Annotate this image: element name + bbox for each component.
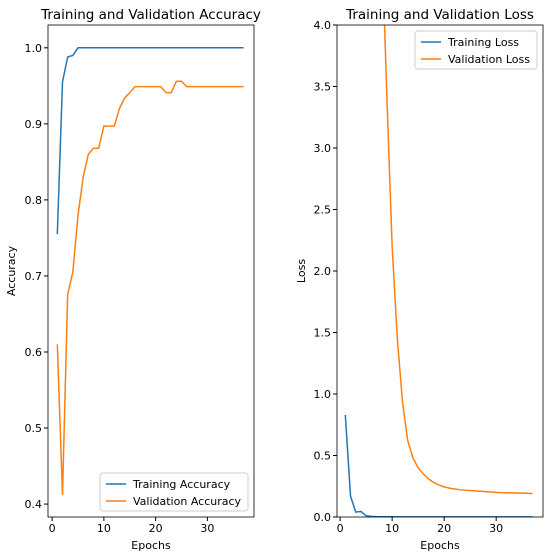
y-tick-label: 2.5 bbox=[314, 204, 332, 217]
data-line bbox=[56, 47, 244, 235]
x-tick-label: 0 bbox=[337, 522, 344, 535]
legend-label: Validation Accuracy bbox=[133, 495, 242, 508]
y-tick-label: 4.0 bbox=[314, 19, 332, 32]
y-tick-label: 1.5 bbox=[314, 327, 332, 340]
y-tick-label: 1.0 bbox=[25, 42, 43, 55]
chart-title: Training and Validation Loss bbox=[345, 7, 534, 23]
x-tick-label: 0 bbox=[49, 522, 56, 535]
legend-label: Training Loss bbox=[447, 36, 519, 49]
y-tick-label: 0.7 bbox=[25, 270, 43, 283]
chart-title: Training and Validation Accuracy bbox=[40, 7, 261, 23]
y-tick-label: 3.0 bbox=[314, 142, 332, 155]
data-line bbox=[56, 80, 244, 495]
plot-frame bbox=[336, 24, 544, 518]
y-tick-label: 1.0 bbox=[314, 388, 332, 401]
y-tick-label: 0.9 bbox=[25, 118, 43, 131]
y-tick-label: 0.6 bbox=[25, 346, 43, 359]
x-tick-label: 10 bbox=[97, 522, 111, 535]
y-tick-label: 0.5 bbox=[314, 450, 332, 463]
y-tick-label: 0.8 bbox=[25, 194, 43, 207]
legend-label: Validation Loss bbox=[448, 53, 530, 66]
plot-frame bbox=[47, 24, 255, 518]
x-tick-label: 20 bbox=[149, 522, 163, 535]
x-tick-label: 30 bbox=[200, 522, 214, 535]
y-tick-label: 0.4 bbox=[25, 498, 43, 511]
x-tick-label: 30 bbox=[489, 522, 503, 535]
y-tick-label: 0.0 bbox=[314, 511, 332, 524]
y-axis-label: Accuracy bbox=[5, 245, 18, 296]
legend-label: Training Accuracy bbox=[132, 478, 231, 491]
data-line bbox=[383, 25, 533, 495]
y-axis-label: Loss bbox=[295, 259, 308, 283]
x-axis-label: Epochs bbox=[420, 539, 460, 552]
y-tick-label: 0.5 bbox=[25, 422, 43, 435]
legend-box bbox=[414, 30, 538, 70]
x-tick-label: 10 bbox=[385, 522, 399, 535]
x-tick-label: 20 bbox=[437, 522, 451, 535]
y-tick-label: 2.0 bbox=[314, 265, 332, 278]
legend-box bbox=[99, 472, 249, 512]
x-axis-label: Epochs bbox=[131, 539, 171, 552]
y-tick-label: 3.5 bbox=[314, 81, 332, 94]
